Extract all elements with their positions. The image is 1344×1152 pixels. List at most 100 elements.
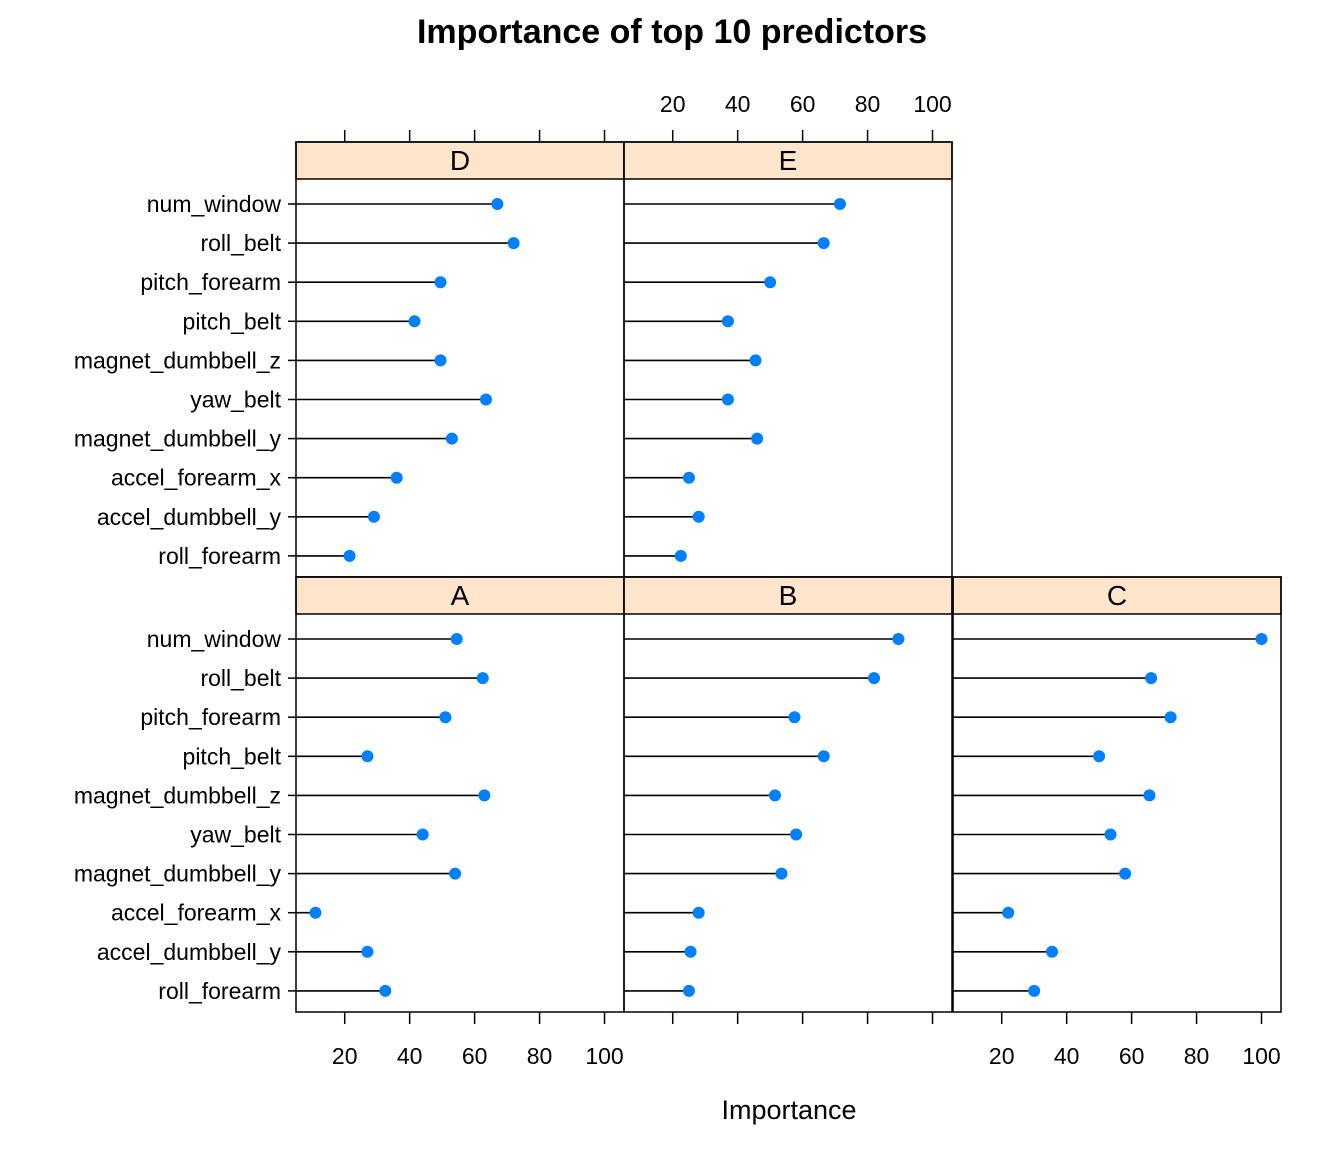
data-point: [476, 672, 489, 685]
y-tick-label: magnet_dumbbell_z: [74, 347, 281, 373]
data-point: [1255, 633, 1268, 645]
panel-e: E: [623, 141, 953, 578]
data-point: [721, 393, 734, 406]
panel-frame: [952, 576, 1282, 1013]
data-point: [788, 711, 801, 724]
x-tick-label: 100: [913, 91, 951, 117]
y-tick-label: num_window: [147, 626, 282, 652]
data-point: [1046, 945, 1059, 958]
data-point: [390, 471, 403, 484]
data-point: [507, 237, 520, 250]
strip: [952, 576, 1282, 615]
data-point: [682, 984, 695, 997]
strip-label: B: [779, 580, 798, 611]
data-point: [343, 549, 356, 562]
y-tick-label: roll_forearm: [158, 978, 281, 1004]
panel-frame: [623, 141, 953, 578]
data-point: [434, 354, 447, 367]
x-tick-label: 40: [397, 1043, 423, 1069]
panel-frame: [295, 141, 625, 578]
data-point: [817, 750, 830, 763]
y-tick-label: pitch_forearm: [140, 704, 281, 730]
panel-a: A: [295, 576, 625, 1013]
data-point: [868, 672, 881, 685]
data-point: [1093, 750, 1106, 763]
panel-frame: [623, 576, 953, 1013]
panel-d: D: [295, 141, 625, 578]
y-tick-label: magnet_dumbbell_y: [74, 426, 282, 452]
strip: [623, 576, 953, 615]
x-tick-label: 20: [332, 1043, 358, 1069]
y-tick-label: magnet_dumbbell_y: [74, 861, 282, 887]
chart-title: Importance of top 10 predictors: [417, 13, 927, 51]
x-tick-label: 80: [527, 1043, 553, 1069]
strip-label: D: [450, 145, 470, 176]
x-tick-label: 40: [725, 91, 751, 117]
x-tick-label: 100: [585, 1043, 623, 1069]
data-point: [450, 633, 463, 645]
y-tick-label: roll_belt: [200, 665, 281, 691]
data-point: [749, 354, 762, 367]
panel-c: C: [952, 576, 1282, 1013]
y-tick-label: yaw_belt: [190, 387, 281, 413]
x-tick-label: 20: [989, 1043, 1015, 1069]
data-point: [817, 237, 830, 250]
x-tick-label: 40: [1054, 1043, 1080, 1069]
y-tick-label: accel_forearm_x: [111, 465, 282, 491]
strip-label: C: [1107, 580, 1127, 611]
strip: [295, 141, 625, 180]
y-tick-label: pitch_forearm: [140, 269, 281, 295]
data-point: [1104, 828, 1117, 841]
panel-b: B: [623, 576, 953, 1013]
data-point: [416, 828, 429, 841]
y-tick-label: roll_forearm: [158, 543, 281, 569]
data-point: [1028, 984, 1041, 997]
data-point: [892, 633, 905, 645]
data-point: [479, 393, 492, 406]
y-tick-label: accel_dumbbell_y: [97, 939, 282, 965]
y-tick-label: pitch_belt: [183, 308, 282, 334]
data-point: [1164, 711, 1177, 724]
data-point: [491, 198, 504, 210]
y-tick-label: num_window: [147, 191, 282, 217]
data-point: [1145, 672, 1158, 685]
data-point: [764, 276, 777, 289]
x-axis-label: Importance: [721, 1095, 856, 1125]
x-tick-label: 80: [855, 91, 881, 117]
x-tick-label: 100: [1242, 1043, 1280, 1069]
data-point: [751, 432, 764, 445]
plot-area: D EA B Cnum_windowroll_beltpitch_forearmpit…: [74, 91, 1282, 1069]
data-point: [790, 828, 803, 841]
strip-label: A: [451, 580, 470, 611]
y-tick-label: accel_dumbbell_y: [97, 504, 282, 530]
y-tick-label: roll_belt: [200, 230, 281, 256]
x-tick-label: 80: [1184, 1043, 1210, 1069]
data-point: [674, 549, 687, 562]
y-tick-label: pitch_belt: [183, 743, 282, 769]
data-point: [439, 711, 452, 724]
strip-label: E: [779, 145, 798, 176]
data-point: [1143, 789, 1156, 802]
y-tick-label: yaw_belt: [190, 822, 281, 848]
data-point: [445, 432, 458, 445]
strip: [295, 576, 625, 615]
data-point: [769, 789, 782, 802]
data-point: [692, 906, 705, 919]
x-tick-label: 20: [660, 91, 686, 117]
data-point: [692, 510, 705, 523]
data-point: [449, 867, 462, 880]
data-point: [1119, 867, 1132, 880]
data-point: [361, 945, 374, 958]
data-point: [434, 276, 447, 289]
data-point: [682, 471, 695, 484]
data-point: [833, 198, 846, 210]
x-tick-label: 60: [462, 1043, 488, 1069]
data-point: [361, 750, 374, 763]
data-point: [408, 315, 421, 328]
data-point: [721, 315, 734, 328]
data-point: [309, 906, 322, 919]
data-point: [379, 984, 392, 997]
data-point: [775, 867, 788, 880]
data-point: [684, 945, 697, 958]
